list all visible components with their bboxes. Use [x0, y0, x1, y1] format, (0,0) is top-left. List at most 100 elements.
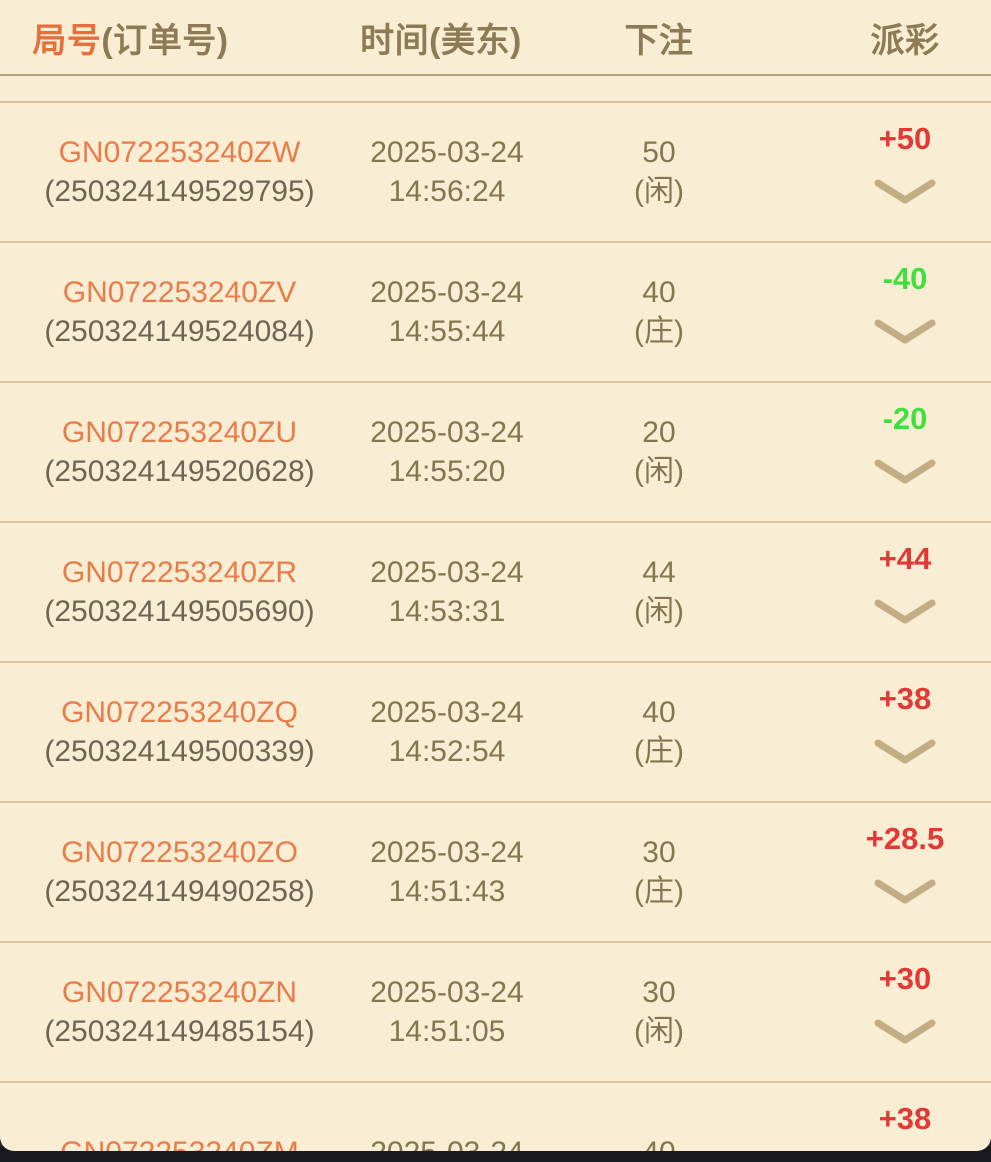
payout-cell: +30 — [791, 963, 991, 1045]
column-header-bet: 下注 — [624, 21, 694, 60]
chevron-down-icon — [873, 879, 937, 905]
payout-cell: +38 — [791, 1103, 991, 1151]
bet-side: (庄) — [634, 315, 684, 348]
game-cell: GN072253240ZN (250324149485154) — [16, 973, 343, 1051]
bet-time: 14:51:05 — [388, 1015, 506, 1048]
chevron-down-icon — [873, 179, 937, 205]
chevron-down-icon — [873, 739, 937, 765]
game-id: GN072253240ZN — [61, 976, 298, 1009]
time-cell: 2025-03-24 14:55:20 — [333, 413, 561, 491]
chevron-down-icon — [873, 319, 937, 345]
payout-value: +30 — [878, 961, 932, 996]
bet-side: (闲) — [634, 1015, 684, 1048]
bet-side: (庄) — [634, 735, 684, 768]
column-header-order-no: (订单号) — [101, 21, 229, 60]
bet-side: (闲) — [634, 175, 684, 208]
bet-date: 2025-03-24 — [370, 416, 524, 449]
expand-row-button[interactable] — [873, 879, 937, 905]
table-header: 局号(订单号) 时间(美东) 下注 派彩 — [0, 0, 991, 76]
bet-cell: 40 (庄) — [555, 273, 763, 351]
table-row: GN072253240ZQ (250324149500339) 2025-03-… — [0, 663, 991, 803]
bet-date: 2025-03-24 — [370, 556, 524, 589]
order-no: (250324149500339) — [44, 735, 315, 768]
time-cell: 2025-03-24 14:51:05 — [333, 973, 561, 1051]
order-no: (250324149524084) — [44, 315, 315, 348]
expand-row-button[interactable] — [873, 319, 937, 345]
bet-time: 14:55:44 — [388, 315, 506, 348]
bet-amount: 40 — [555, 1133, 763, 1152]
game-cell: GN072253240ZO (250324149490258) — [16, 833, 343, 911]
bet-side: (闲) — [634, 455, 684, 488]
bet-side: (闲) — [634, 595, 684, 628]
bet-time: 14:53:31 — [388, 595, 506, 628]
bet-date: 2025-03-24 — [370, 836, 524, 869]
bet-amount: 44 — [642, 556, 676, 589]
game-cell: GN072253240ZV (250324149524084) — [16, 273, 343, 351]
bet-amount: 20 — [642, 416, 676, 449]
table-row: GN072253240ZO (250324149490258) 2025-03-… — [0, 803, 991, 943]
time-cell: 2025-03-24 14:55:44 — [333, 273, 561, 351]
expand-row-button[interactable] — [873, 459, 937, 485]
chevron-down-icon — [873, 1019, 937, 1045]
bet-cell: 50 (闲) — [555, 133, 763, 211]
column-header-time: 时间(美东) — [360, 21, 522, 60]
game-cell: GN072253240ZU (250324149520628) — [16, 413, 343, 491]
table-row: GN072253240ZR (250324149505690) 2025-03-… — [0, 523, 991, 663]
time-cell: 2025-03-24 — [333, 1133, 561, 1152]
bet-time: 14:52:54 — [388, 735, 506, 768]
bet-side: (庄) — [634, 875, 684, 908]
game-id: GN072253240ZQ — [61, 696, 298, 729]
payout-value: +28.5 — [865, 821, 945, 856]
game-cell: GN072253240ZW (250324149529795) — [16, 133, 343, 211]
bet-time: 14:55:20 — [388, 455, 506, 488]
expand-row-button[interactable] — [873, 1019, 937, 1045]
table-row: GN072253240ZN (250324149485154) 2025-03-… — [0, 943, 991, 1083]
bet-amount: 30 — [642, 976, 676, 1009]
time-cell: 2025-03-24 14:52:54 — [333, 693, 561, 771]
order-no: (250324149490258) — [44, 875, 315, 908]
table-row: GN072253240ZM 2025-03-24 40 +38 — [0, 1083, 991, 1152]
table-row: GN072253240ZV (250324149524084) 2025-03-… — [0, 243, 991, 383]
expand-row-button[interactable] — [873, 739, 937, 765]
payout-value: -20 — [882, 401, 928, 436]
bet-date: 2025-03-24 — [370, 276, 524, 309]
time-cell: 2025-03-24 14:53:31 — [333, 553, 561, 631]
game-id: GN072253240ZW — [58, 136, 301, 169]
bet-date: 2025-03-24 — [370, 696, 524, 729]
table-row: GN072253240ZU (250324149520628) 2025-03-… — [0, 383, 991, 523]
bet-cell: 44 (闲) — [555, 553, 763, 631]
payout-value: -40 — [882, 261, 928, 296]
bet-date: 2025-03-24 — [333, 1133, 561, 1152]
payout-cell: +44 — [791, 543, 991, 625]
game-cell: GN072253240ZM — [16, 1133, 343, 1152]
bet-time: 14:51:43 — [388, 875, 506, 908]
payout-value: +38 — [878, 681, 932, 716]
bet-amount: 50 — [642, 136, 676, 169]
game-cell: GN072253240ZR (250324149505690) — [16, 553, 343, 631]
header-spacer — [0, 76, 991, 103]
payout-cell: +28.5 — [791, 823, 991, 905]
column-header-game-id: 局号(订单号) — [0, 13, 294, 62]
payout-cell: +50 — [791, 123, 991, 205]
order-no: (250324149505690) — [44, 595, 315, 628]
bet-cell: 30 (庄) — [555, 833, 763, 911]
expand-row-button[interactable] — [873, 179, 937, 205]
payout-cell: -20 — [791, 403, 991, 485]
bet-date: 2025-03-24 — [370, 136, 524, 169]
chevron-down-icon — [873, 599, 937, 625]
order-no: (250324149485154) — [44, 1015, 315, 1048]
payout-value: +50 — [878, 121, 932, 156]
time-cell: 2025-03-24 14:56:24 — [333, 133, 561, 211]
column-header-game-id-highlight: 局号 — [32, 21, 102, 60]
expand-row-button[interactable] — [873, 599, 937, 625]
bet-time: 14:56:24 — [388, 175, 506, 208]
payout-value: +44 — [878, 541, 932, 576]
bet-cell: 20 (闲) — [555, 413, 763, 491]
bet-amount: 40 — [642, 696, 676, 729]
table-row: GN072253240ZW (250324149529795) 2025-03-… — [0, 103, 991, 243]
game-id: GN072253240ZO — [61, 836, 298, 869]
bet-date: 2025-03-24 — [370, 976, 524, 1009]
payout-cell: +38 — [791, 683, 991, 765]
